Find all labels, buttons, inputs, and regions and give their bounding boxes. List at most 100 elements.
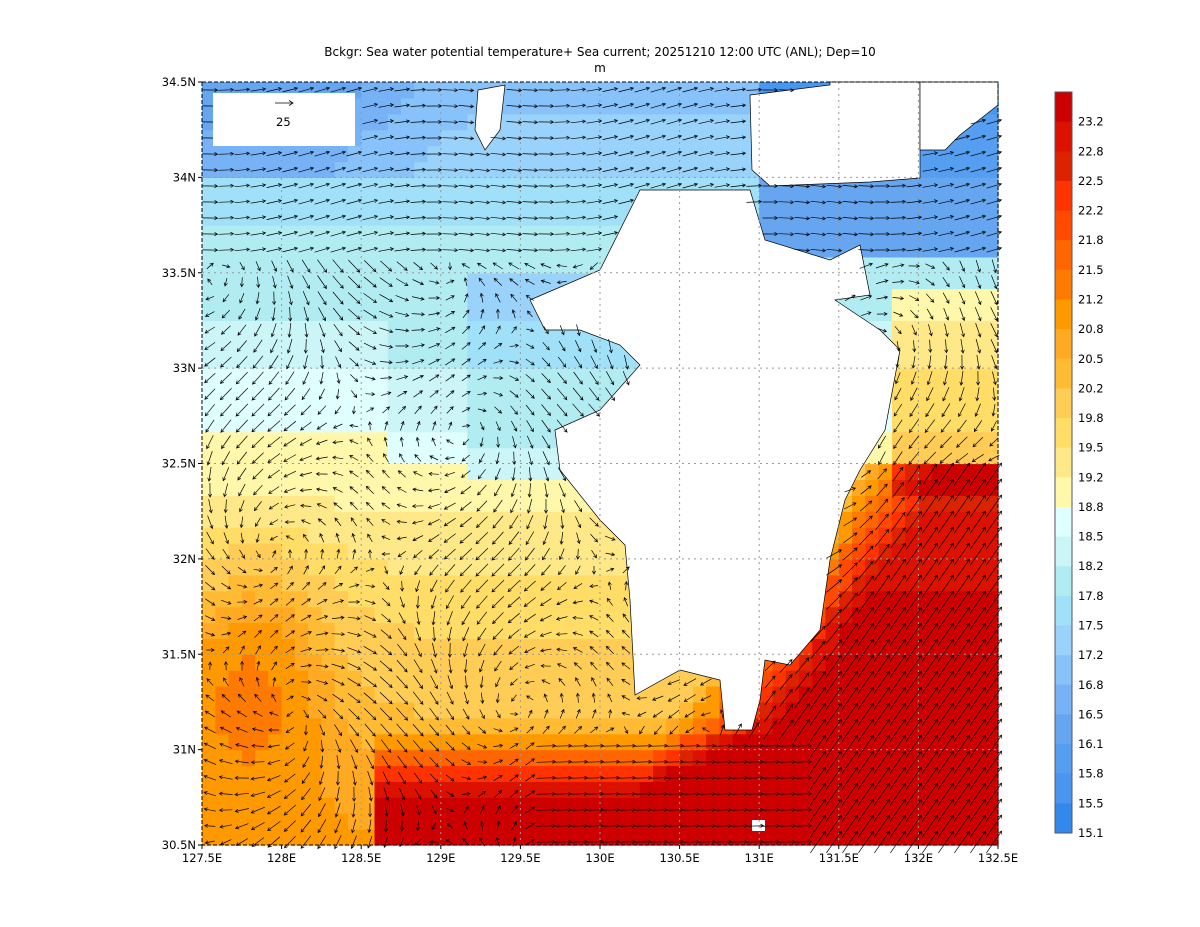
current-arrow [826,594,843,610]
current-arrow [762,87,779,93]
temperature-cell [533,256,548,274]
current-arrow [255,292,260,305]
current-arrow [442,248,459,253]
temperature-cell [347,479,362,496]
current-arrow [396,519,407,524]
temperature-cell [321,336,336,353]
temperature-cell [334,495,349,512]
temperature-cell [546,209,561,226]
temperature-cell [931,511,946,528]
temperature-cell [440,622,455,639]
temperature-cell [546,606,561,624]
current-arrow [428,549,440,559]
current-arrow [332,487,343,493]
current-arrow [954,654,971,678]
current-arrow [792,839,813,844]
temperature-cell [241,320,256,337]
current-arrow [252,711,263,717]
temperature-cell [480,686,495,703]
temperature-cell [361,177,376,194]
current-arrow [939,435,952,449]
temperature-cell [281,384,296,401]
current-arrow [586,247,603,252]
current-arrow [475,516,488,529]
temperature-cell [440,447,455,465]
current-arrow [986,182,1003,189]
temperature-cell [971,622,986,639]
temperature-cell [374,431,389,449]
current-arrow [938,183,955,189]
temperature-cell [852,543,866,560]
current-arrow [283,454,297,462]
temperature-cell [560,574,575,592]
current-arrow [746,87,763,92]
temperature-cell [387,511,402,528]
temperature-cell [308,209,322,226]
current-arrow [618,198,635,205]
current-arrow [479,659,485,673]
temperature-cell [692,701,707,719]
temperature-cell [600,701,614,719]
temperature-cell [401,177,415,194]
current-arrow [287,275,294,289]
current-arrow [522,88,539,93]
current-arrow [364,723,376,737]
temperature-cell [507,399,521,417]
current-arrow [368,803,373,818]
temperature-cell [865,686,880,703]
current-arrow [254,693,262,702]
temperature-cell [467,399,482,417]
current-arrow [794,248,811,253]
temperature-cell [971,829,986,846]
current-arrow [251,743,265,748]
current-arrow [680,759,701,764]
current-arrow [892,263,905,268]
temperature-cell [613,574,628,592]
temperature-cell [958,161,973,178]
temperature-cell [334,399,349,417]
temperature-cell [918,431,933,449]
temperature-cell [241,288,256,306]
current-arrow [810,798,827,822]
current-arrow [858,814,875,838]
temperature-cell [255,638,269,655]
current-arrow [250,151,267,156]
current-arrow [728,791,749,796]
temperature-cell [401,765,415,782]
current-arrow [397,643,408,657]
temperature-cell [971,479,986,496]
current-arrow [458,200,475,205]
current-arrow [664,807,685,812]
temperature-cell [374,82,389,99]
temperature-cell [812,781,827,798]
temperature-cell [308,574,322,592]
temperature-cell [281,622,296,639]
current-arrow [431,658,438,674]
current-arrow [284,742,295,750]
temperature-cell [387,161,402,178]
current-arrow [938,167,955,173]
current-arrow [590,661,598,671]
current-arrow [319,755,324,769]
temperature-cell [493,320,508,337]
current-arrow [954,606,971,630]
current-arrow [346,182,363,189]
current-arrow [317,582,327,590]
temperature-cell [347,431,362,449]
temperature-cell [454,574,468,592]
temperature-cell [560,590,575,608]
current-arrow [250,806,265,814]
temperature-cell [918,209,933,226]
temperature-cell [838,670,853,687]
current-arrow [444,456,455,461]
temperature-cell [467,654,482,671]
temperature-cell [255,463,269,480]
current-arrow [412,279,425,286]
current-arrow [461,791,471,796]
current-arrow [875,262,889,269]
colorbar-label: 20.5 [1078,352,1104,366]
current-arrow [680,839,701,844]
temperature-cell [202,574,216,592]
current-arrow [584,807,605,812]
temperature-cell [241,479,256,496]
